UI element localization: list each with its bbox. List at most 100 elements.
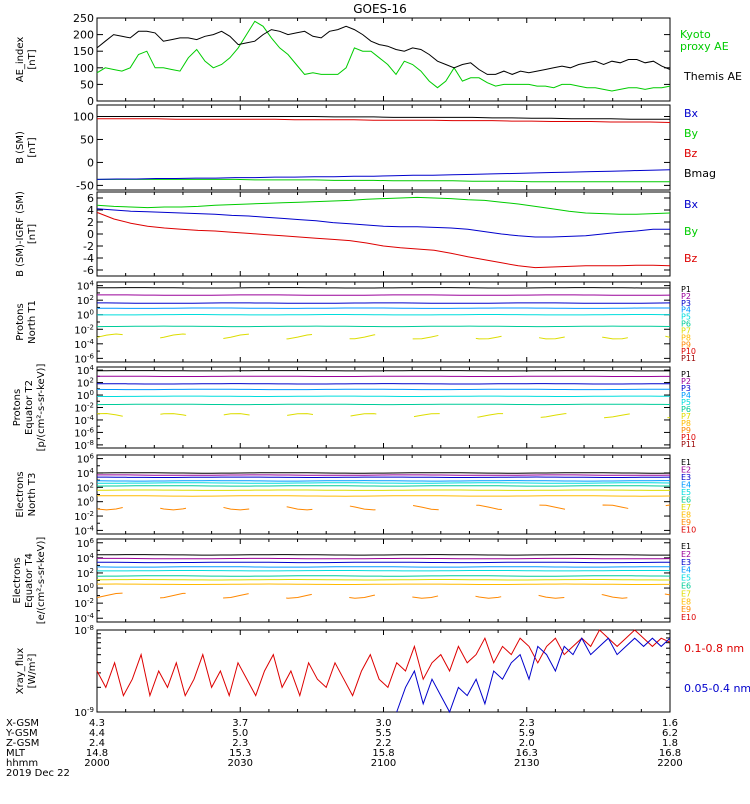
panel-4-frame [97,367,670,448]
panel-5-ylabel-line-0: Electrons [15,471,26,517]
panel-4-series-P7 [97,414,670,418]
panel-6-ytick-label-5: 106 [77,537,95,550]
panel-0-ytick-label-3: 150 [73,45,94,58]
panel-5-ytick-label-1: 10-2 [74,510,94,523]
panel-3-frame [97,282,670,362]
panel-4-ytick-label-2: 10-4 [74,414,94,427]
panel-5-series-E8 [97,496,670,497]
panel-0-ytick-label-0: 0 [87,95,94,108]
panel-2-ytick-label-1: -4 [83,252,94,265]
legend-xray-long: 0.1-0.8 nm [684,642,744,655]
panel-3-ytick-label-5: 104 [77,280,95,293]
panel-4-legend-P11: P11 [681,440,696,449]
panel-1-ytick-label-1: 0 [87,156,94,169]
panel-3-series-P7 [97,334,670,339]
xaxis-time-tick-2: 2100 [371,758,396,769]
panel-5-series-E3 [97,477,670,478]
panel-3-ytick-label-1: 10-4 [74,338,94,351]
panel-1-frame [97,105,670,190]
legend-b-sm-Bx: Bx [684,107,699,120]
legend-themis: Themis AE [683,70,742,83]
panel-6-series-E7 [97,580,670,581]
panel-4-ylabel-line-1: Equator T2 [24,380,35,435]
panel-5-ytick-label-3: 102 [77,481,94,494]
panel-6-series-E9 [97,593,670,598]
legend-b-igrf-Bx: Bx [684,198,699,211]
panel-7-series-1 [397,638,670,712]
xaxis-time-tick-3: 2130 [514,758,539,769]
panel-3-ylabel-line-1: North T1 [27,300,38,344]
panel-7-series-0 [97,630,670,696]
legend-b-sm-Bz: Bz [684,147,698,160]
panel-6-ylabel-line-1: Equator T4 [24,553,35,608]
panel-1-ylabel-line-1: [nT] [27,137,38,157]
panel-3-ytick-label-4: 102 [77,294,94,307]
panel-5-ytick-label-4: 104 [77,467,95,480]
legend-b-sm-By: By [684,127,699,140]
panel-5-series-E1 [97,473,670,474]
panel-4-ytick-label-5: 102 [77,377,94,390]
panel-1-ytick-label-3: 100 [73,110,94,123]
xaxis-time-tick-0: 2000 [84,758,109,769]
panel-2-frame [97,192,670,276]
panel-4-ytick-label-0: 10-8 [74,439,94,452]
panel-4-ytick-label-3: 10-2 [74,402,94,415]
panel-3-legend-P11: P11 [681,354,696,363]
panel-6-ytick-label-4: 104 [77,552,95,565]
plot-title: GOES-16 [353,2,407,16]
panel-5-series-E4 [97,481,670,482]
panel-0-series-0 [97,21,670,91]
panel-5-series-E9 [97,505,670,510]
panel-4-ytick-label-4: 100 [77,389,94,402]
panel-6-legend-E10: E10 [681,613,696,622]
panel-1-ytick-label-0: -50 [76,179,94,192]
panel-6-ytick-label-2: 100 [77,582,94,595]
xaxis-time-tick-1: 2030 [228,758,253,769]
panel-6-ylabel-line-2: [e/(cm²-s-sr-keV)] [36,537,47,625]
panel-2-ytick-label-2: -2 [83,240,94,253]
panel-0-ytick-label-1: 50 [80,78,94,91]
panel-2-series-0 [97,197,670,214]
panel-0-ylabel-line-0: AE_index [15,37,26,83]
panel-7-ylabel-line-0: Xray_flux [15,648,26,695]
panel-1-ytick-label-2: 50 [80,133,94,146]
legend-b-igrf-By: By [684,225,699,238]
panel-7-ylabel-line-1: [W/m²] [27,653,38,688]
panel-2-ylabel-line-1: [nT] [27,224,38,244]
legend-b-sm-Bmag: Bmag [684,167,716,180]
panel-5-legend-E10: E10 [681,526,696,535]
panel-6-series-E8 [97,584,670,585]
legend-xray-short: 0.05-0.4 nm [684,682,750,695]
panel-1-ylabel-line-0: B (SM) [15,131,26,164]
panel-0-ylabel-line-1: [nT] [27,49,38,69]
xaxis-time-tick-4: 2200 [657,758,682,769]
xaxis-row-label-5: 2019 Dec 22 [6,768,70,779]
panel-4-ytick-label-1: 10-6 [74,426,94,439]
panel-4-ylabel-line-0: Protons [12,389,23,426]
panel-2-ytick-label-3: 0 [87,228,94,241]
panel-1-series-1 [97,119,670,123]
panel-7-ytick-label-1: 10-8 [74,624,94,637]
panel-6-series-E1 [97,555,670,556]
panel-2-series-2 [97,212,670,267]
panel-6-ytick-label-1: 10-2 [74,597,94,610]
panel-5-ylabel-line-1: North T3 [27,473,38,517]
panel-6-frame [97,539,670,622]
panel-2-ytick-label-4: 2 [87,216,94,229]
panel-5-ytick-label-5: 106 [77,453,95,466]
panel-6-ylabel-line-0: Electrons [12,557,23,603]
panel-0-ytick-label-4: 200 [73,29,94,42]
panel-0-ytick-label-2: 100 [73,62,94,75]
panel-3-ytick-label-2: 10-2 [74,323,94,336]
panel-5-ytick-label-0: 10-4 [74,524,94,537]
panel-1-series-3 [97,170,670,180]
panel-6-ytick-label-3: 102 [77,567,94,580]
panel-4-ylabel-line-2: [p/(cm²-s-sr-keV)] [36,364,47,452]
panel-6-series-E6 [97,576,670,577]
legend-b-igrf-Bz: Bz [684,252,698,265]
legend-kyoto-line-1: proxy AE [680,40,729,53]
panel-2-ytick-label-6: 6 [87,192,94,205]
panel-3-ytick-label-3: 100 [77,309,94,322]
